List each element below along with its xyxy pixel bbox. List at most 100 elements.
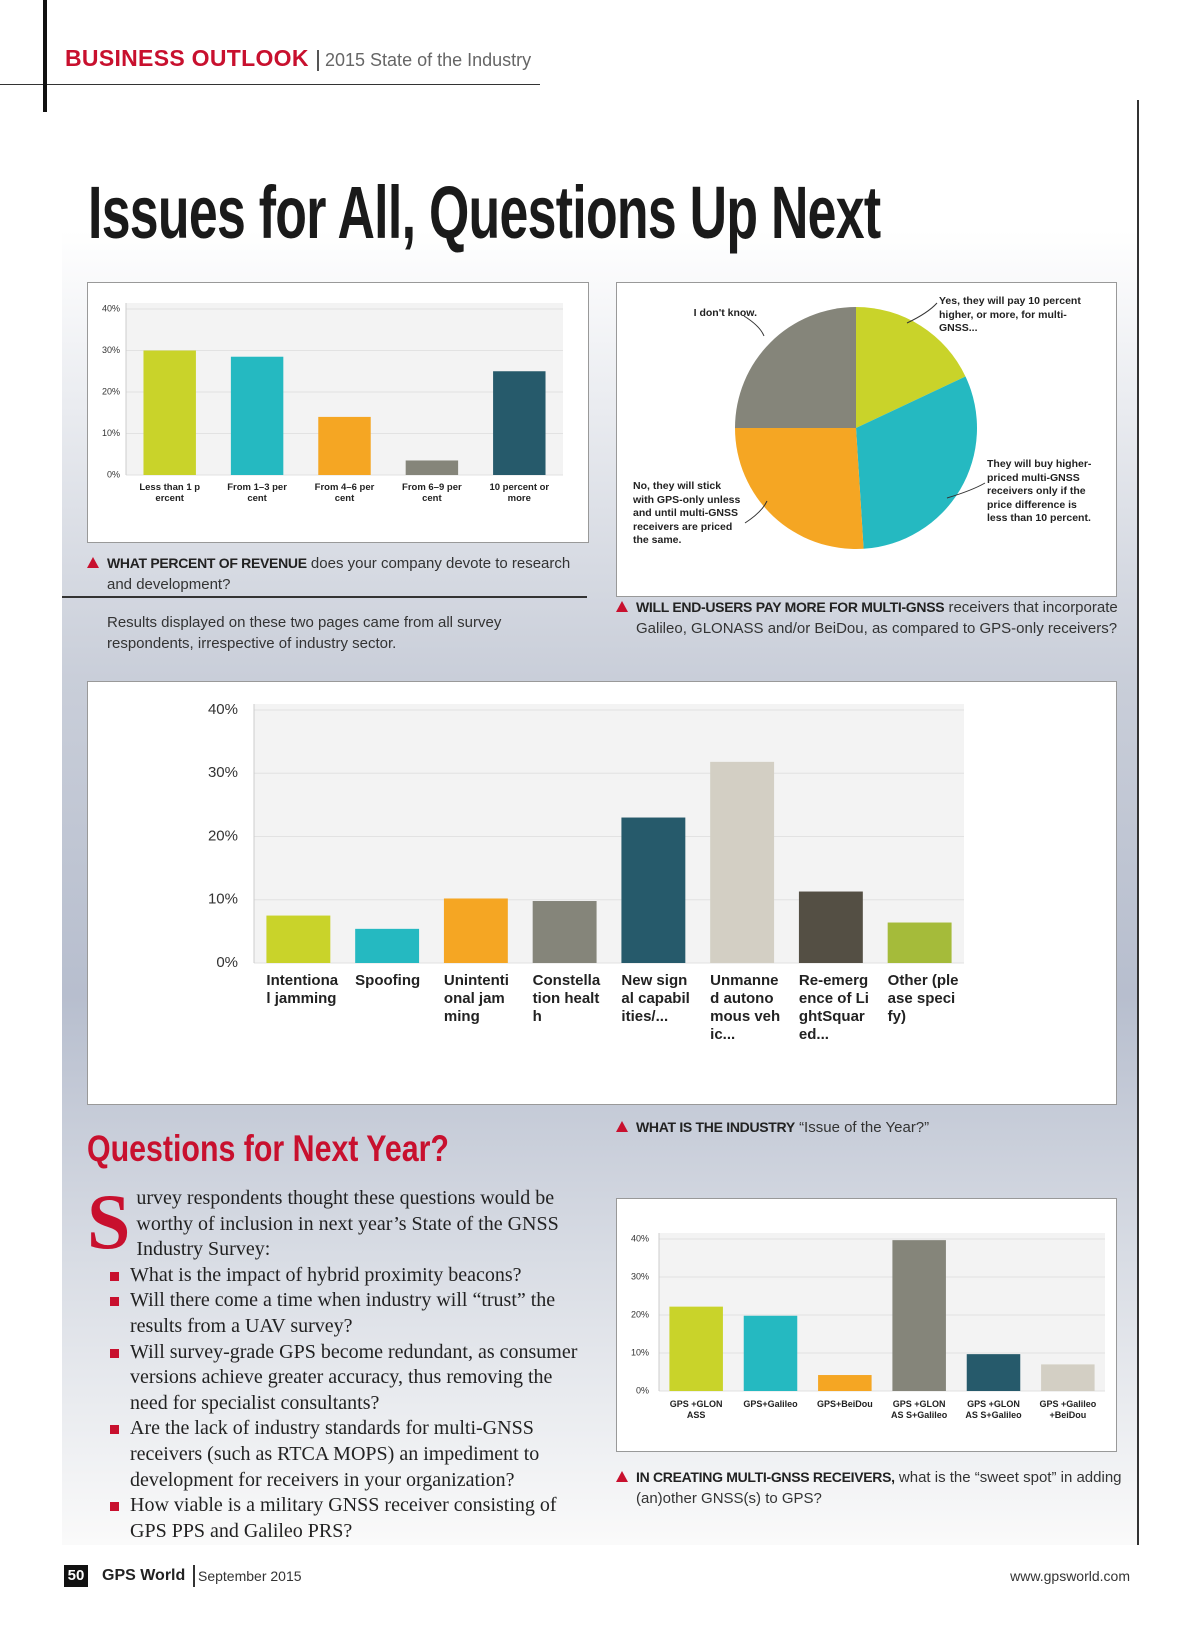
bar	[892, 1240, 946, 1391]
bar	[887, 922, 952, 963]
bar	[710, 761, 775, 963]
x-tick-label: Less than 1 percent	[139, 482, 201, 504]
y-tick-label: 30%	[631, 1271, 649, 1281]
y-tick-label: 0%	[216, 954, 238, 971]
chart-box: 0% 10% 20% 30% 40% GPS +GLONASS GPS+Galileo GPS…	[616, 1198, 1117, 1452]
caption: WILL END-USERS PAY MORE FOR MULTI-GNSS r…	[616, 597, 1126, 639]
bar	[532, 901, 597, 963]
caption-lead: WHAT IS THE INDUSTRY	[636, 1119, 795, 1135]
website: www.gpsworld.com	[1010, 1568, 1130, 1584]
y-tick-label: 30%	[102, 345, 120, 355]
bullet: Will there come a time when industry wil…	[87, 1288, 587, 1339]
x-tick-label: New signal capabilities/...	[621, 972, 690, 1025]
bar	[1041, 1364, 1095, 1391]
caption: WHAT PERCENT OF REVENUE does your compan…	[87, 553, 577, 595]
y-tick-label: 0%	[636, 1385, 649, 1395]
caption-text: what is the “sweet spot” in adding (an)o…	[636, 1469, 1122, 1507]
bar	[966, 1354, 1021, 1391]
chart: 0% 10% 20% 30% 40%	[102, 303, 563, 479]
bullet: How viable is a military GNSS receiver c…	[87, 1493, 587, 1544]
bar	[669, 1306, 723, 1391]
pie-slice	[735, 428, 864, 549]
section-label: BUSINESS OUTLOOK	[65, 45, 309, 71]
page-title: Issues for All, Questions Up Next	[88, 171, 881, 254]
x-tick-label: Unintentional jamming	[443, 972, 509, 1025]
bar	[818, 1375, 872, 1391]
slice-label: Yes, they will pay 10 percent higher, or…	[939, 295, 1081, 334]
bar	[493, 371, 546, 475]
x-tick-label: GPS +GLONAS S+Galileo	[891, 1399, 948, 1420]
x-tick-label: From 1–3 percent	[227, 482, 287, 504]
caption: WHAT IS THE INDUSTRY “Issue of the Year?…	[616, 1117, 1116, 1138]
y-tick-label: 10%	[631, 1347, 649, 1357]
y-tick-label: 10%	[102, 428, 120, 438]
caption-text: “Issue of the Year?”	[799, 1119, 930, 1136]
magazine-name: GPS World	[102, 1565, 196, 1587]
chart-box: 0% 10% 20% 30% 40% Less than 1 percent From 1–…	[87, 282, 589, 543]
caption-text: does your company devote to research and…	[107, 555, 571, 593]
bar	[266, 915, 331, 963]
issue-date: September 2015	[198, 1568, 302, 1584]
caption-text: receivers that incorporate Galileo, GLON…	[636, 599, 1118, 637]
caption-lead: WILL END-USERS PAY MORE FOR MULTI-GNSS	[636, 599, 945, 615]
x-tick-label: Other (please specify)	[887, 972, 959, 1025]
article-heading: Questions for Next Year?	[87, 1128, 449, 1169]
slice-label: I don't know.	[693, 307, 757, 319]
y-tick-label: 30%	[208, 764, 238, 781]
bar	[318, 416, 371, 475]
x-tick-label: GPS +Galileo +BeiDou	[1039, 1399, 1097, 1420]
x-tick-label: GPS+BeiDou	[816, 1399, 873, 1409]
caption-lead: IN CREATING MULTI-GNSS RECEIVERS,	[636, 1469, 895, 1485]
x-tick-label: 10 percent or more	[489, 482, 550, 504]
y-tick-label: 40%	[102, 303, 120, 313]
caption-lead: WHAT PERCENT OF REVENUE	[107, 555, 307, 571]
caption-marker	[87, 557, 99, 568]
pie-slice	[735, 307, 856, 428]
x-tick-label: Re-emergence of LightSquared...	[798, 972, 869, 1043]
x-tick-label: GPS+Galileo	[743, 1399, 798, 1409]
page-number: 50	[64, 1565, 88, 1587]
x-tick-label: GPS +GLONAS S+Galileo	[965, 1399, 1022, 1420]
y-tick-label: 40%	[208, 701, 238, 718]
y-tick-label: 40%	[631, 1233, 649, 1243]
bar	[743, 1315, 798, 1391]
chart: 0% 10% 20% 30% 40%	[208, 701, 964, 971]
y-tick-label: 20%	[102, 386, 120, 396]
caption-marker	[616, 1121, 628, 1132]
bar	[443, 898, 508, 963]
x-tick-label: From 6–9 percent	[402, 482, 462, 504]
bullet: Will survey-grade GPS become redundant, …	[87, 1340, 587, 1417]
x-tick-label: Unmanned autonomous vehic...	[710, 972, 781, 1043]
y-tick-label: 20%	[631, 1309, 649, 1319]
plot-area	[659, 1233, 1105, 1391]
pie-slice	[856, 307, 966, 428]
header-bar	[43, 0, 47, 112]
chart-box: 0% 10% 20% 30% 40% Intentional jamming Spoofin…	[87, 681, 1117, 1105]
leader-line	[743, 315, 765, 337]
bullet: What is the impact of hybrid proximity b…	[87, 1263, 587, 1289]
bullet-list: What is the impact of hybrid proximity b…	[87, 1263, 587, 1545]
drop-cap: S	[87, 1178, 131, 1265]
chart	[735, 302, 986, 549]
x-tick-label: GPS +GLONASS	[669, 1399, 723, 1420]
bar	[621, 817, 686, 963]
note: Results displayed on these two pages cam…	[107, 614, 502, 652]
bullet: Are the lack of industry standards for m…	[87, 1416, 587, 1493]
bar	[405, 460, 459, 475]
bar	[143, 350, 196, 475]
leader-line	[906, 302, 938, 324]
pie-slice	[856, 376, 977, 549]
x-tick-label: From 4–6 percent	[314, 482, 375, 504]
x-tick-label: Constellation health	[532, 972, 601, 1025]
x-tick-label: Intentional jamming	[266, 972, 339, 1007]
slice-label: They will buy higher-priced multi-GNSS r…	[987, 458, 1092, 524]
bar	[798, 891, 863, 963]
bar	[230, 356, 284, 475]
article-intro: urvey respondents thought these question…	[136, 1187, 559, 1261]
chart-box: Yes, they will pay 10 percent higher, or…	[616, 282, 1117, 597]
x-tick-label: Spoofing	[355, 972, 421, 989]
leader-line	[744, 500, 768, 524]
header-rule	[0, 84, 540, 85]
